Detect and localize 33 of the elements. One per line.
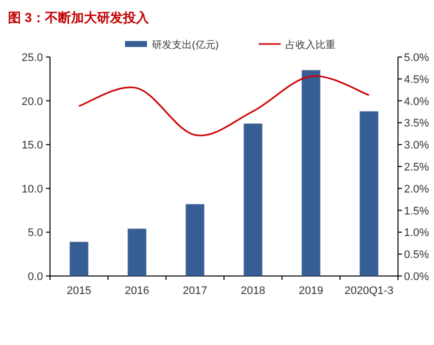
y-tick-label: 10.0 — [22, 183, 43, 196]
y2-tick-label: 4.0% — [404, 96, 430, 108]
y-tick-label: 5.0 — [28, 227, 43, 240]
bar — [360, 111, 378, 276]
x-tick-label: 2016 — [124, 285, 150, 297]
y2-tick-label: 3.5% — [404, 118, 430, 130]
y-tick-label: 15.0 — [22, 140, 43, 152]
x-tick-label: 2018 — [240, 285, 266, 297]
y-tick-label: 20.0 — [22, 96, 43, 108]
y2-tick-label: 1.0% — [404, 227, 430, 240]
bar — [244, 124, 262, 276]
bar — [128, 228, 146, 276]
y2-tick-label: 2.0% — [404, 183, 430, 196]
y2-tick-label: 3.0% — [404, 140, 430, 152]
y2-tick-label: 0.5% — [404, 249, 430, 262]
x-tick-label: 2019 — [298, 285, 324, 297]
x-tick-label: 2020Q1-3 — [344, 285, 394, 297]
y2-tick-label: 5.0% — [404, 52, 430, 64]
bar — [302, 70, 320, 276]
y2-tick-label: 4.5% — [404, 74, 430, 86]
chart-title: 图 3：不断加大研发投入 — [8, 10, 150, 25]
y2-tick-label: 2.5% — [404, 162, 430, 174]
y-tick-label: 25.0 — [22, 52, 43, 64]
bar — [186, 204, 204, 276]
bar — [70, 242, 88, 276]
x-tick-label: 2017 — [182, 285, 208, 297]
y2-tick-label: 1.5% — [404, 205, 430, 218]
line-series — [78, 75, 370, 136]
x-tick-label: 2015 — [66, 285, 92, 297]
y2-tick-label: 0.0% — [404, 271, 430, 283]
legend-label: 占收入比重 — [286, 39, 336, 51]
legend-label: 研发支出(亿元) — [152, 39, 219, 51]
y-tick-label: 0.0 — [28, 271, 43, 283]
